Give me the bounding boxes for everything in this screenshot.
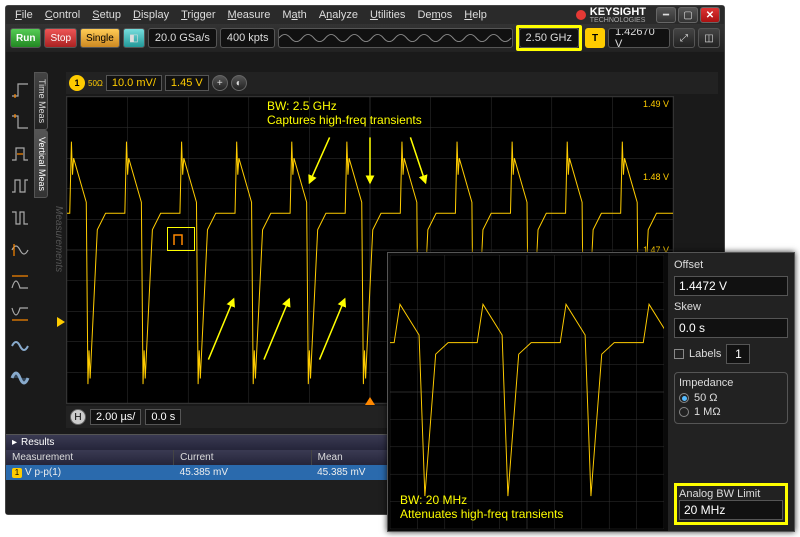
- fall-time-icon[interactable]: [8, 108, 32, 136]
- inset-annotation: BW: 20 MHzAttenuates high-freq transient…: [400, 493, 563, 521]
- skew-label: Skew: [674, 301, 788, 313]
- menu-trigger[interactable]: Trigger: [176, 8, 220, 22]
- impedance-1m-radio[interactable]: [679, 407, 689, 417]
- menu-help[interactable]: Help: [459, 8, 492, 22]
- analog-bw-field[interactable]: 20 MHz: [679, 500, 783, 520]
- menu-display[interactable]: Display: [128, 8, 174, 22]
- menu-measure[interactable]: Measure: [223, 8, 276, 22]
- offset-field[interactable]: 1.4472 V: [674, 276, 788, 296]
- menu-bar: File Control Setup Display Trigger Measu…: [6, 6, 724, 24]
- labels-label: Labels: [689, 348, 721, 360]
- maximize-button[interactable]: ▢: [678, 7, 698, 23]
- ground-marker[interactable]: [57, 317, 65, 327]
- control-bar: Run Stop Single ◧ 20.0 GSa/s 400 kpts 2.…: [6, 24, 724, 52]
- tab-time-meas[interactable]: Time Meas: [34, 72, 48, 130]
- menu-control[interactable]: Control: [40, 8, 85, 22]
- vpp-icon[interactable]: [8, 236, 32, 264]
- sine-icon[interactable]: [8, 364, 32, 392]
- measurements-label: Measurements: [50, 206, 64, 272]
- menu-demos[interactable]: Demos: [412, 8, 457, 22]
- timebase-delay-readout[interactable]: 0.0 s: [145, 409, 181, 425]
- vmin-icon[interactable]: [8, 300, 32, 328]
- impedance-50-radio[interactable]: [679, 393, 689, 403]
- channel-impedance: 50Ω: [88, 79, 103, 88]
- trigger-level-readout[interactable]: 1.42670 V: [608, 28, 670, 48]
- pulse-width-icon[interactable]: [8, 140, 32, 168]
- offset-readout[interactable]: 1.45 V: [165, 75, 209, 91]
- inset-waveform-plot: BW: 20 MHzAttenuates high-freq transient…: [390, 255, 664, 529]
- autoscale-button[interactable]: ◧: [123, 28, 145, 48]
- zoom-icon[interactable]: ⤢: [673, 28, 695, 48]
- channel-bar: 1 50Ω 10.0 mV/ 1.45 V + ◐: [66, 72, 718, 94]
- rise-time-icon[interactable]: [8, 76, 32, 104]
- minimize-button[interactable]: ━: [656, 7, 676, 23]
- close-button[interactable]: ✕: [700, 7, 720, 23]
- sample-rate-readout[interactable]: 20.0 GSa/s: [148, 28, 217, 48]
- amplitude-icon[interactable]: [8, 332, 32, 360]
- bandwidth-readout[interactable]: 2.50 GHz: [519, 28, 579, 48]
- labels-checkbox[interactable]: [674, 349, 684, 359]
- cursor-icon[interactable]: ◫: [698, 28, 720, 48]
- trigger-mode-badge[interactable]: T: [585, 28, 605, 48]
- channel-1-badge[interactable]: 1: [69, 75, 85, 91]
- annotation-top: BW: 2.5 GHzCaptures high-freq transients: [267, 99, 422, 127]
- bandwidth-highlight: 2.50 GHz: [516, 25, 582, 51]
- add-channel-button[interactable]: +: [212, 75, 228, 91]
- labels-field[interactable]: 1: [726, 344, 750, 364]
- keysight-logo: KEYSIGHTTECHNOLOGIES: [576, 6, 646, 24]
- waveform-marker-box: [167, 227, 195, 251]
- menu-math[interactable]: Math: [277, 8, 311, 22]
- skew-field[interactable]: 0.0 s: [674, 318, 788, 338]
- impedance-group: Impedance 50 Ω 1 MΩ: [674, 372, 788, 424]
- menu-utilities[interactable]: Utilities: [365, 8, 410, 22]
- waveform-toolbar: [6, 72, 34, 434]
- stop-button[interactable]: Stop: [44, 28, 77, 48]
- analog-bw-highlight: Analog BW Limit 20 MHz: [674, 483, 788, 525]
- tab-vertical-meas[interactable]: Vertical Meas: [34, 130, 48, 198]
- period-icon[interactable]: [8, 172, 32, 200]
- frequency-icon[interactable]: [8, 204, 32, 232]
- single-button[interactable]: Single: [80, 28, 120, 48]
- timebase-badge[interactable]: H: [70, 409, 86, 425]
- timebase-scale-readout[interactable]: 2.00 µs/: [90, 409, 141, 425]
- analog-bw-label: Analog BW Limit: [679, 488, 783, 500]
- vmax-icon[interactable]: [8, 268, 32, 296]
- vdiv-readout[interactable]: 10.0 mV/: [106, 75, 162, 91]
- menu-setup[interactable]: Setup: [87, 8, 126, 22]
- inset-panel: BW: 20 MHzAttenuates high-freq transient…: [387, 252, 795, 532]
- impedance-label: Impedance: [679, 377, 783, 389]
- channel-settings-sidebar: Offset 1.4472 V Skew 0.0 s Labels 1 Imped…: [668, 253, 794, 531]
- offset-label: Offset: [674, 259, 788, 271]
- channel-menu-button[interactable]: ◐: [231, 75, 247, 91]
- menu-analyze[interactable]: Analyze: [314, 8, 363, 22]
- trigger-position-marker[interactable]: [365, 397, 375, 405]
- menu-file[interactable]: File: [10, 8, 38, 22]
- results-title: Results: [21, 437, 54, 448]
- memory-depth-readout[interactable]: 400 kpts: [220, 28, 276, 48]
- waveform-preview[interactable]: [278, 28, 512, 48]
- run-button[interactable]: Run: [10, 28, 41, 48]
